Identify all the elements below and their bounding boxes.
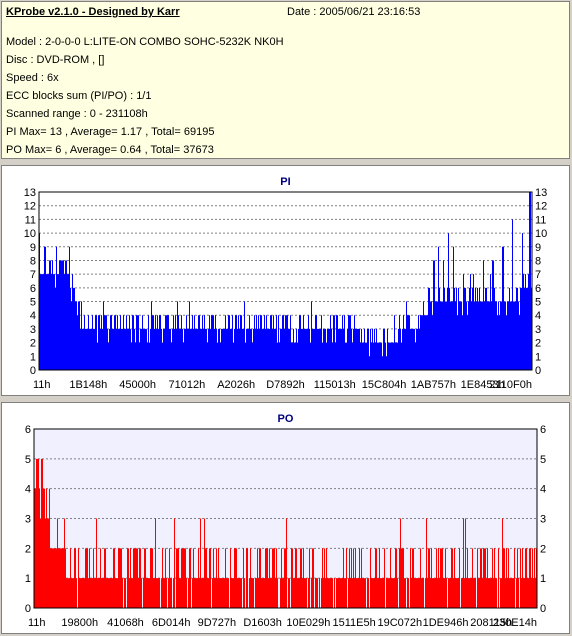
x-tick-label: 19C072h [377,617,422,629]
scan-date: Date : 2005/06/21 23:16:53 [287,6,421,18]
info-panel: KProbe v2.1.0 - Designed by Karr Date : … [1,1,570,159]
y-tick-label-left: 12 [24,201,36,213]
plot-frame [38,191,533,371]
y-tick-label-right: 11 [535,214,546,226]
y-tick-label-left: 8 [30,255,36,267]
y-tick-label-left: 9 [30,242,36,254]
y-tick-label-left: 4 [25,484,31,496]
y-tick-label-left: 5 [30,297,36,309]
po-chart-panel: PO 0 0 1 1 2 2 3 3 4 4 5 5 6 6 11h 19800h 41068h 6D014h 9D7… [1,402,570,634]
y-tick-label-left: 1 [25,573,31,585]
chart-title: PO [278,413,294,425]
x-tick-label: 45000h [119,379,156,391]
y-tick-label-left: 2 [25,543,31,555]
y-tick-label-right: 1 [535,351,541,363]
x-tick-label: D7892h [266,379,305,391]
x-tick-label: 10E029h [286,617,330,629]
y-tick-label-right: 5 [540,454,546,466]
chart-title: PI [280,176,290,188]
y-tick-label-left: 4 [30,310,36,322]
plot-frame [33,428,538,609]
y-tick-label-left: 1 [30,351,36,363]
y-tick-label-left: 6 [25,424,31,436]
y-tick-label-left: 7 [30,269,36,281]
x-tick-label: 115013h [314,379,356,391]
x-tick-label: D1603h [243,617,282,629]
x-tick-label: 11h [33,379,51,391]
bar-series [39,192,532,370]
y-tick-label-right: 2 [540,543,546,555]
y-tick-label-left: 5 [25,454,31,466]
x-tick-label: 11h [28,617,46,629]
pi-chart-panel: PI 0 0 1 1 2 2 3 3 4 4 5 5 6 6 7 7 8 8 9 9 10 10 11 11 12 12 13 13 11… [1,165,570,396]
x-tick-label: A2026h [217,379,255,391]
y-tick-label-left: 3 [30,324,36,336]
x-tick-label: 2110F0h [489,379,532,391]
y-tick-label-right: 0 [540,603,546,615]
y-tick-label-right: 3 [535,324,541,336]
y-tick-label-left: 0 [30,365,36,377]
y-tick-label-left: 3 [25,514,31,526]
x-tick-label: 1AB757h [411,379,456,391]
x-tick-label: 15C804h [362,379,407,391]
y-tick-label-left: 2 [30,338,36,350]
disc-line: Disc : DVD-ROM , [] [6,54,105,66]
y-tick-label-left: 0 [25,603,31,615]
y-tick-label-right: 0 [535,365,541,377]
po-chart: PO 0 0 1 1 2 2 3 3 4 4 5 5 6 6 11h 19800h 41068h 6D014h 9D7… [25,413,546,629]
x-tick-label: 19800h [61,617,98,629]
y-tick-label-right: 9 [535,242,541,254]
y-tick-label-left: 11 [25,214,36,226]
y-tick-label-right: 10 [535,228,547,240]
speed-line: Speed : 6x [6,72,59,84]
y-tick-label-left: 13 [24,187,36,199]
x-tick-label: 230E14h [493,617,537,629]
x-tick-label: 1DE946h [423,617,469,629]
app-title: KProbe v2.1.0 - Designed by Karr [6,6,180,18]
x-tick-label: 208115h [470,617,512,629]
x-tick-label: 6D014h [152,617,191,629]
y-tick-label-right: 3 [540,514,546,526]
y-tick-label-right: 5 [535,297,541,309]
y-tick-label-right: 4 [540,484,546,496]
y-tick-label-right: 13 [535,187,547,199]
y-tick-label-right: 4 [535,310,541,322]
y-tick-label-right: 7 [535,269,541,281]
y-tick-label-left: 6 [30,283,36,295]
x-tick-label: 1511E5h [332,617,375,629]
x-tick-label: 1B148h [69,379,107,391]
pi-summary-line: PI Max= 13 , Average= 1.17 , Total= 6919… [6,126,215,138]
model-line: Model : 2-0-0-0 L:LITE-ON COMBO SOHC-523… [6,36,284,48]
y-tick-label-right: 2 [535,338,541,350]
y-tick-label-right: 12 [535,201,547,213]
po-summary-line: PO Max= 6 , Average= 0.64 , Total= 37673 [6,144,214,156]
x-tick-label: 9D727h [198,617,237,629]
y-tick-label-right: 6 [540,424,546,436]
y-tick-label-right: 8 [535,255,541,267]
x-tick-label: 41068h [107,617,144,629]
bar-series [34,458,537,608]
y-tick-label-right: 1 [540,573,546,585]
y-tick-label-right: 6 [535,283,541,295]
x-tick-label: 1E8453h [461,379,505,391]
x-tick-label: 71012h [169,379,206,391]
y-tick-label-left: 10 [24,228,36,240]
ecc-line: ECC blocks sum (PI/PO) : 1/1 [6,90,152,102]
range-line: Scanned range : 0 - 231108h [6,108,148,120]
